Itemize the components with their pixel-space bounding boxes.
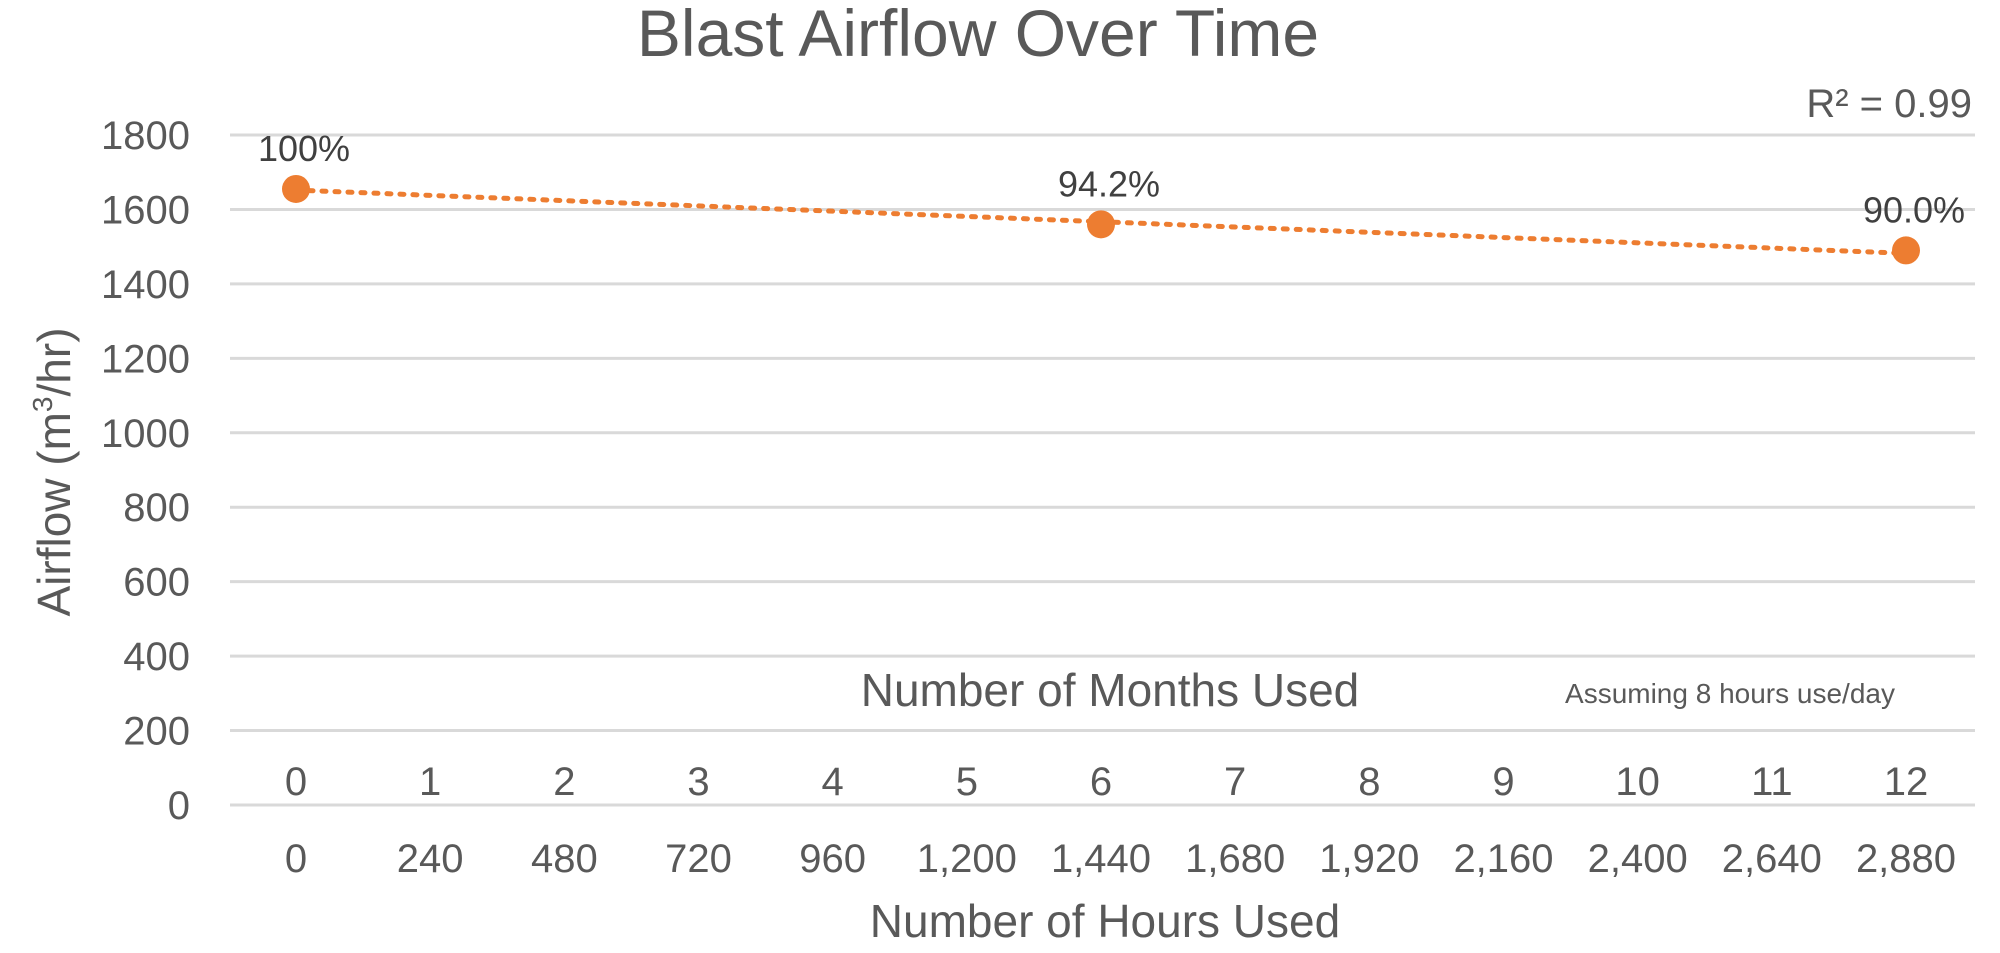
y-axis-label-suffix: /hr) [28,327,80,396]
x-tick-label-12: 2,880 [1856,837,1956,881]
y-tick-label-400: 400 [123,635,190,679]
x-tick-label-8: 1,920 [1319,837,1419,881]
data-label-2: 90.0% [1863,189,1965,230]
x-tick-label-0: 0 [285,837,307,881]
y-axis-ticks: 0 200 400 600 800 1000 1200 1400 1600 1800 [101,114,190,828]
gridlines [230,133,1975,807]
month-tick-label-5: 5 [956,760,978,804]
month-axis-ticks: 0 1 2 3 4 5 6 7 8 9 10 11 12 [285,760,1928,804]
data-point-0 [282,174,310,203]
data-points [282,174,1920,265]
month-tick-label-0: 0 [285,760,307,804]
y-tick-label-0: 0 [168,784,190,828]
y-axis-label: Airflow (m3/hr) [27,327,80,616]
data-label-0: 100% [258,128,350,169]
y-axis-label-prefix: Airflow (m [28,412,80,616]
month-tick-label-11: 11 [1751,760,1793,804]
x-tick-label-5: 1,200 [917,837,1017,881]
x-tick-label-3: 720 [665,837,732,881]
x-tick-label-6: 1,440 [1051,837,1151,881]
y-tick-label-1800: 1800 [101,114,190,158]
x-tick-label-1: 240 [397,837,464,881]
month-tick-label-8: 8 [1358,760,1380,804]
y-tick-label-1400: 1400 [101,263,190,307]
month-tick-label-9: 9 [1492,760,1514,804]
month-tick-label-3: 3 [687,760,709,804]
data-point-1 [1087,210,1115,239]
x-axis-label: Number of Hours Used [870,895,1340,947]
x-tick-label-9: 2,160 [1453,837,1553,881]
month-tick-label-7: 7 [1224,760,1246,804]
month-tick-label-1: 1 [419,760,441,804]
y-tick-label-1200: 1200 [101,337,190,381]
x-tick-label-10: 2,400 [1588,837,1688,881]
data-point-2 [1892,236,1920,265]
month-tick-label-12: 12 [1884,760,1929,804]
y-tick-label-1600: 1600 [101,188,190,232]
chart-title: Blast Airflow Over Time [637,0,1319,70]
r-squared-label: R² = 0.99 [1806,82,1972,126]
month-tick-label-4: 4 [822,760,844,804]
x-tick-label-4: 960 [799,837,866,881]
y-axis-label-superscript: 3 [27,396,58,412]
month-axis-label: Number of Months Used [861,664,1360,716]
data-labels: 100% 94.2% 90.0% [258,128,1965,230]
month-tick-label-2: 2 [553,760,575,804]
y-tick-label-800: 800 [123,486,190,530]
month-tick-label-6: 6 [1090,760,1112,804]
x-tick-label-2: 480 [531,837,598,881]
y-tick-label-600: 600 [123,561,190,605]
y-tick-label-200: 200 [123,710,190,754]
usage-assumption-note: Assuming 8 hours use/day [1565,678,1895,709]
month-tick-label-10: 10 [1615,760,1660,804]
x-tick-label-7: 1,680 [1185,837,1285,881]
x-axis-ticks: 0 240 480 720 960 1,200 1,440 1,680 1,920 2,160 2,… [285,837,1956,881]
data-label-1: 94.2% [1058,163,1160,204]
x-tick-label-11: 2,640 [1722,837,1822,881]
y-tick-label-1000: 1000 [101,412,190,456]
